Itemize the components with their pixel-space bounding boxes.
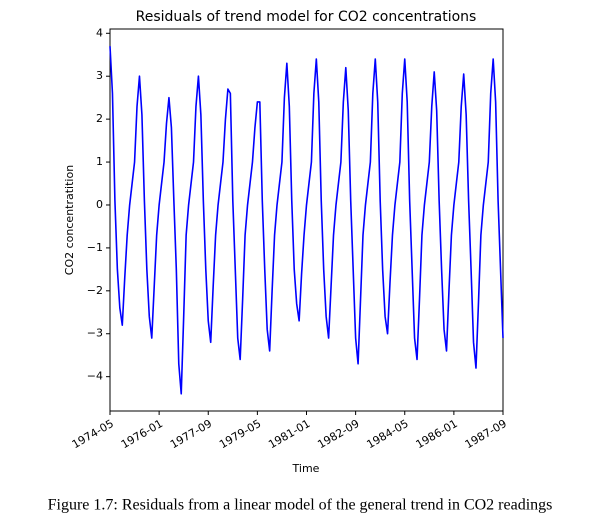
caption: Figure 1.7: Residuals from a linear mode… xyxy=(48,497,553,514)
x-tick-label: 1976-01 xyxy=(119,417,165,451)
y-tick-label: −2 xyxy=(87,284,103,297)
x-tick-label: 1981-01 xyxy=(266,417,312,451)
y-tick-label: 1 xyxy=(96,155,103,168)
x-tick-label: 1986-01 xyxy=(414,417,460,451)
data-line xyxy=(109,46,504,395)
x-axis-label: Time xyxy=(292,462,320,475)
y-tick-label: 4 xyxy=(96,26,103,39)
y-tick-label: 3 xyxy=(96,69,103,82)
y-tick-label: −3 xyxy=(87,327,103,340)
y-axis-label: CO2 concentratition xyxy=(63,165,76,275)
plot-frame xyxy=(109,28,504,412)
y-tick-label: 2 xyxy=(96,112,103,125)
x-tick-label: 1977-09 xyxy=(168,417,214,451)
y-tick-label: −4 xyxy=(87,370,103,383)
x-tick-label: 1987-09 xyxy=(463,417,509,451)
x-tick-label: 1974-05 xyxy=(70,417,116,451)
x-tick-label: 1979-05 xyxy=(217,417,263,451)
x-tick-label: 1982-09 xyxy=(315,417,361,451)
x-tick-label: 1984-05 xyxy=(364,417,410,451)
chart-title: Residuals of trend model for CO2 concent… xyxy=(136,9,477,25)
y-tick-label: 0 xyxy=(96,198,103,211)
y-tick-label: −1 xyxy=(87,241,103,254)
